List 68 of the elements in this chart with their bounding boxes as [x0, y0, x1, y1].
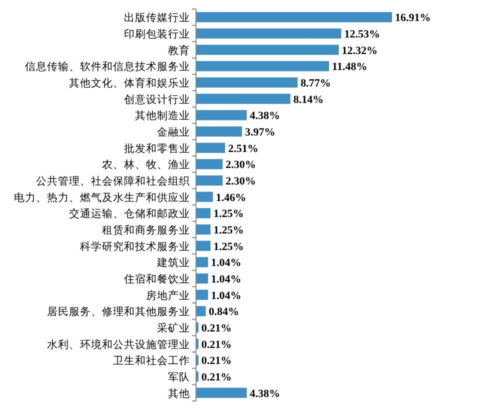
y-tick-label: 交通运输、仓储和邮政业: [69, 207, 190, 220]
bar: [196, 208, 210, 218]
data-label: 4.38%: [250, 388, 280, 400]
y-tick-label: 其他: [168, 386, 190, 400]
data-label: 2.30%: [226, 176, 256, 188]
data-label: 2.51%: [228, 142, 258, 155]
bar: [196, 290, 208, 300]
y-tick-label: 科学研究和技术服务业: [80, 240, 190, 253]
y-tick-label: 军队: [168, 372, 190, 384]
y-tick-label: 建筑业: [156, 256, 190, 270]
data-label: 1.04%: [211, 290, 242, 302]
y-tick-label: 公共管理、社会保障和社会组织: [36, 174, 190, 188]
data-label: 0.21%: [201, 338, 232, 351]
y-tick-label: 卫生和社会工作: [113, 354, 190, 368]
y-tick-label: 信息传输、软件和信息技术服务业: [25, 60, 190, 74]
y-tick-label: 居民服务、修理和其他服务业: [47, 305, 190, 318]
data-label: 16.91%: [395, 12, 431, 24]
bar: [196, 159, 223, 170]
bar: [196, 175, 223, 186]
data-label: 0.21%: [201, 372, 232, 384]
bar: [196, 257, 208, 268]
data-label: 4.38%: [250, 110, 280, 122]
data-label: 1.04%: [211, 274, 242, 286]
y-tick-label: 创意设计行业: [124, 92, 190, 106]
y-tick-label: 电力、热力、燃气及水生产和供应业: [14, 190, 190, 204]
y-tick-label: 房地产业: [146, 288, 190, 302]
y-tick-label: 农、林、牧、渔业: [102, 158, 190, 172]
data-label: 1.04%: [211, 257, 242, 270]
data-label: 2.30%: [226, 159, 256, 172]
bar: [196, 77, 298, 88]
y-tick-label: 采矿业: [157, 322, 190, 334]
data-label: 0.21%: [201, 322, 232, 334]
bar: [196, 142, 226, 153]
y-tick-label: 金融业: [157, 126, 190, 138]
data-label: 1.46%: [216, 192, 246, 204]
y-tick-label: 印刷包装行业: [124, 28, 190, 40]
y-tick-label: 教育: [168, 44, 190, 57]
data-label: 12.32%: [342, 44, 378, 57]
data-label: 8.14%: [293, 94, 324, 106]
bar: [196, 273, 208, 284]
bar: [196, 28, 342, 39]
bar: [196, 12, 392, 22]
y-tick-label: 水利、环境和公共设施管理业: [47, 338, 190, 351]
data-label: 1.25%: [213, 240, 244, 253]
y-tick-label: 出版传媒行业: [124, 11, 190, 24]
data-label: 11.48%: [332, 61, 368, 74]
data-label: 12.53%: [344, 28, 380, 40]
bar: [196, 224, 210, 235]
bar: [196, 110, 247, 120]
bar: [196, 61, 330, 72]
bar: [196, 306, 206, 316]
bar: [196, 388, 247, 398]
data-label: 8.77%: [300, 78, 331, 90]
y-tick-label: 其他制造业: [135, 109, 190, 122]
y-tick-label: 其他文化、体育和娱乐业: [69, 76, 190, 90]
data-label: 0.84%: [208, 306, 239, 318]
bar: [196, 192, 213, 202]
y-tick-label: 租赁和商务服务业: [102, 224, 190, 236]
y-tick-label: 住宿和餐饮业: [124, 272, 190, 286]
data-label: 0.21%: [201, 355, 232, 368]
bar: [196, 94, 290, 104]
data-label: 1.25%: [213, 224, 244, 236]
data-label: 3.97%: [245, 126, 276, 138]
bar: [196, 44, 339, 55]
bar: [196, 126, 242, 137]
data-label: 1.25%: [213, 208, 244, 220]
y-tick-label: 批发和零售业: [124, 142, 190, 155]
bar: [196, 240, 210, 251]
